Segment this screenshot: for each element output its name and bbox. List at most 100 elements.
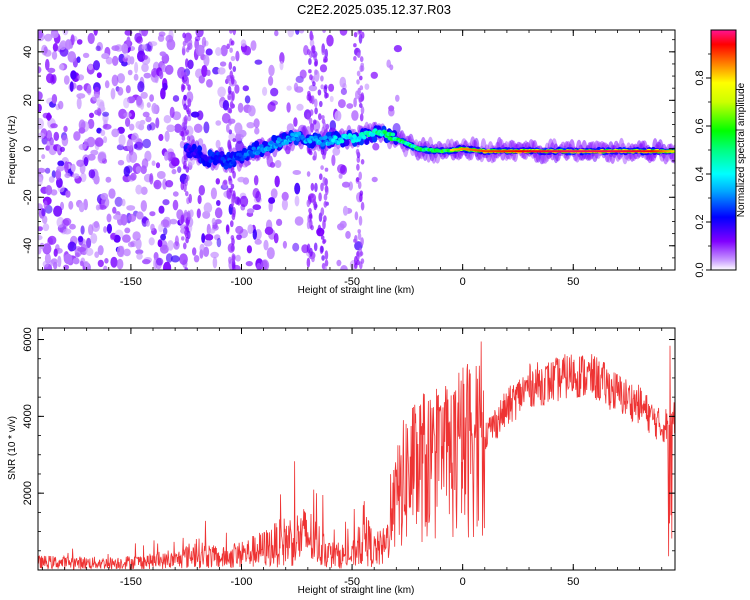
spectrogram-noise-cell: [47, 235, 57, 245]
spectrogram-ridge-cell: [274, 142, 280, 147]
spectrogram-y-label: Frequency (Hz): [7, 116, 18, 185]
spectrogram-noise-cell: [328, 83, 335, 92]
spectrogram-noise-cell: [235, 254, 241, 262]
spectrogram-noise-cell: [125, 117, 131, 128]
spectrogram-noise-cell: [108, 188, 116, 199]
spectrogram-noise-cell: [322, 30, 326, 34]
snr-background: [38, 328, 675, 570]
spectrogram-noise-cell: [73, 131, 81, 141]
spectrogram-noise-cell: [359, 251, 364, 257]
spectrogram-noise-cell: [222, 100, 230, 111]
spectrogram-noise-cell: [250, 40, 257, 51]
spectrogram-noise-cell: [263, 239, 269, 251]
spectrogram-noise-cell: [142, 111, 150, 118]
spectrogram-noise-cell: [63, 125, 68, 133]
spectrogram-noise-cell: [94, 137, 104, 147]
spectrogram-noise-cell: [106, 213, 112, 223]
x-tick-label: -50: [344, 276, 360, 288]
spectrogram-noise-cell: [310, 34, 314, 41]
spectrogram-noise-cell: [201, 233, 206, 244]
spectrogram-noise-cell: [279, 52, 285, 64]
spectrogram-noise-cell: [179, 253, 188, 265]
chart-title: C2E2.2025.035.12.37.R03: [297, 2, 451, 17]
spectrogram-noise-cell: [182, 84, 186, 91]
spectrogram-noise-cell: [183, 94, 187, 101]
spectrogram-noise-cell: [87, 153, 96, 161]
spectrogram-noise-cell: [187, 114, 192, 122]
spectrogram-noise-cell: [354, 262, 358, 269]
spectrogram-noise-cell: [63, 75, 70, 85]
spectrogram-noise-cell: [356, 52, 361, 58]
spectrogram-panel: -150 -100 -50 0 50 -40 -20 0 20 40 Height of str…: [7, 29, 676, 296]
snr-series-line: [38, 341, 675, 570]
spectrogram-noise-cell: [146, 124, 152, 131]
spectrogram-noise-cell: [325, 92, 329, 98]
spectrogram-noise-cell: [359, 113, 364, 122]
spectrogram-noise-cell: [320, 84, 325, 90]
spectrogram-noise-cell: [172, 199, 179, 211]
spectrogram-noise-cell: [180, 214, 185, 225]
spectrogram-noise-cell: [355, 90, 359, 100]
spectrogram-noise-cell: [51, 170, 56, 179]
spectrogram-noise-cell: [360, 31, 365, 39]
spectrogram-noise-cell: [203, 121, 210, 134]
spectrogram-noise-cell: [324, 48, 329, 59]
spectrogram-noise-cell: [339, 30, 348, 36]
spectrogram-noise-cell: [253, 175, 259, 186]
spectrogram-noise-cell: [247, 224, 254, 235]
spectrogram-noise-cell: [117, 86, 124, 96]
spectrogram-noise-cell: [72, 173, 80, 179]
spectrogram-noise-cell: [231, 253, 236, 262]
spectrogram-noise-cell: [360, 237, 364, 246]
spectrogram-noise-cell: [372, 142, 380, 151]
spectrogram-noise-cell: [355, 148, 360, 156]
spectrogram-noise-cell: [155, 117, 160, 129]
spectrogram-noise-cell: [193, 255, 200, 263]
spectrogram-noise-cell: [292, 242, 300, 252]
spectrogram-y-axis: -40 -20 0 20 40: [22, 39, 675, 259]
spectrogram-noise-cell: [253, 118, 260, 129]
spectrogram-noise-cell: [130, 172, 137, 181]
spectrogram-noise-cell: [97, 259, 104, 268]
x-tick-label: 0: [460, 576, 466, 588]
spectrogram-noise-cell: [322, 239, 326, 245]
spectrogram-noise-cell: [274, 30, 279, 37]
spectrogram-noise-cell: [92, 93, 101, 102]
spectrogram-noise-cell: [196, 208, 201, 219]
spectrogram-noise-cell: [57, 160, 65, 167]
spectrogram-noise-cell: [320, 75, 324, 82]
spectrogram-noise-cell: [339, 76, 347, 88]
spectrogram-noise-cell: [151, 160, 156, 166]
spectrogram-noise-cell: [100, 192, 109, 200]
spectrogram-noise-cell: [126, 138, 134, 151]
spectrogram-noise-cell: [38, 103, 42, 113]
spectrogram-noise-cell: [135, 249, 144, 255]
spectrogram-noise-cell: [180, 70, 185, 77]
spectrogram-noise-cell: [217, 86, 226, 98]
spectrogram-noise-cell: [183, 160, 187, 169]
spectrogram-noise-cell: [323, 56, 327, 62]
spectrogram-noise-cell: [228, 256, 232, 264]
spectrogram-noise-cell: [177, 166, 182, 174]
spectrogram-noise-cell: [83, 138, 91, 147]
spectrogram-noise-cell: [113, 234, 121, 243]
spectrogram-noise-cell: [50, 31, 59, 39]
spectrogram-noise-cell: [281, 198, 288, 211]
spectrogram-noise-cell: [294, 182, 301, 195]
spectrogram-noise-cell: [310, 182, 315, 191]
spectrogram-noise-cell: [183, 71, 188, 81]
spectrogram-x-label: Height of straight line (km): [298, 285, 415, 296]
spectrogram-noise-cell: [149, 173, 154, 185]
spectrogram-ridge-cell: [188, 147, 193, 152]
spectrogram-noise-cell: [319, 64, 328, 73]
spectrogram-noise-cell: [266, 247, 275, 260]
spectrogram-noise-cell: [306, 171, 311, 177]
spectrogram-noise-cell: [216, 200, 221, 206]
spectrogram-noise-cell: [308, 84, 318, 92]
spectrogram-noise-cell: [117, 159, 125, 166]
spectrogram-noise-cell: [324, 84, 328, 90]
spectrogram-noise-cell: [274, 160, 282, 168]
spectrogram-noise-cell: [185, 191, 189, 197]
spectrogram-noise-cell: [215, 47, 222, 56]
spectrogram-noise-cell: [339, 220, 347, 229]
